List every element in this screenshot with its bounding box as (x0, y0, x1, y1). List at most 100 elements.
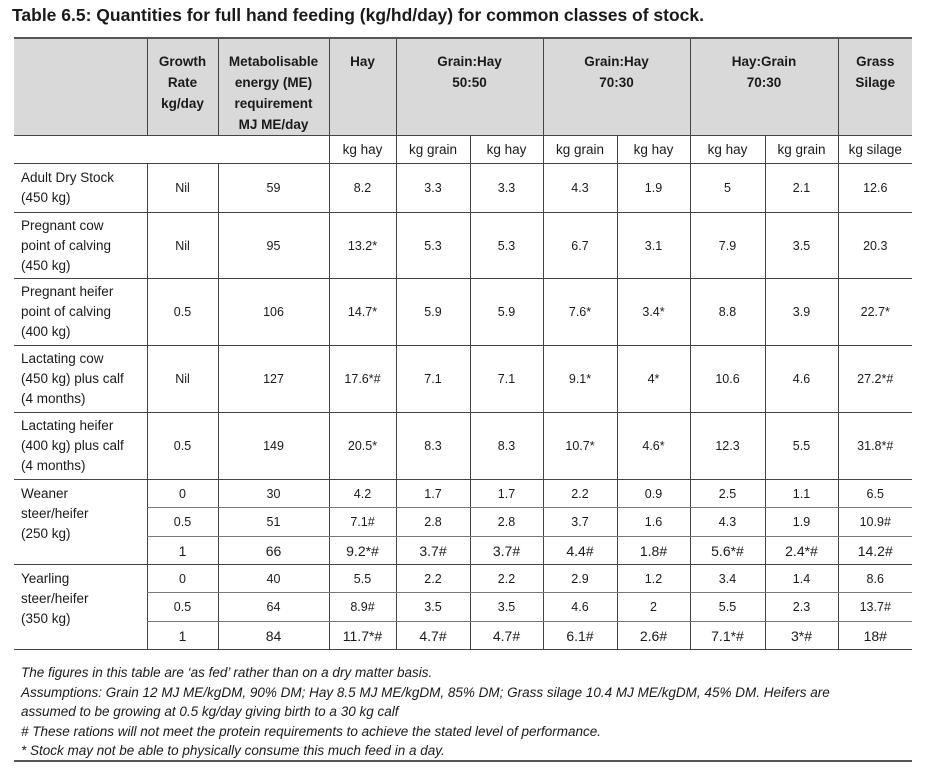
table-row: Lactating heifer (400 kg) plus calf (4 mon… (14, 412, 912, 480)
feeding-table: Growth Rate kg/day Metabolisable energy (ME… (14, 37, 912, 650)
value-cell: 1 (146, 621, 218, 650)
value-cell: 18# (837, 621, 912, 650)
value-cell: 3.5 (395, 592, 470, 622)
row-label: Adult Dry Stock (450 kg) (14, 163, 147, 213)
table-row: 1 84 11.7*# 4.7# 4.7# 6.1# 2.6# 7.1*# 3*# 18# (14, 621, 912, 650)
value-cell: 2.2 (469, 564, 543, 593)
value-cell: 59 (217, 163, 329, 213)
value-cell: 27.2*# (837, 345, 912, 413)
unit-cell: kg hay (328, 135, 396, 164)
value-cell: 0.5 (146, 507, 218, 537)
value-cell: 12.6 (837, 163, 912, 213)
value-cell: 7.1 (469, 345, 543, 413)
value-cell: 12.3 (689, 412, 765, 480)
value-cell: 8.2 (328, 163, 396, 213)
value-cell: 1.7 (395, 479, 470, 508)
value-cell: 3.1 (616, 212, 690, 279)
value-cell: 3.7# (469, 536, 543, 565)
row-label: Yearling steer/heifer (350 kg) (14, 564, 147, 650)
table-row: Yearling steer/heifer (350 kg) 0 40 5.5 2.2 2.2… (14, 564, 912, 650)
value-cell: 3.4 (689, 564, 765, 593)
note-line: * Stock may not be able to physically co… (21, 743, 445, 758)
header-grass-silage: Grass Silage (837, 38, 912, 136)
value-cell: 10.7* (542, 412, 617, 480)
header-me-requirement: Metabolisable energy (ME) requirement MJ ME… (217, 38, 329, 136)
value-cell: 2.5 (689, 479, 765, 508)
value-cell: 1.6 (616, 507, 690, 537)
value-cell: 7.1# (328, 507, 396, 537)
value-cell: 4.3 (689, 507, 765, 537)
header-grain-hay-70-30: Grain:Hay 70:30 (542, 38, 690, 136)
units-blank (218, 135, 329, 164)
note-line: The figures in this table are ‘as fed’ r… (21, 665, 433, 680)
value-cell: 22.7* (837, 278, 912, 346)
value-cell: 3.3 (395, 163, 470, 213)
value-cell: 7.9 (689, 212, 765, 279)
value-cell: 6.7 (542, 212, 617, 279)
table-notes: The figures in this table are ‘as fed’ r… (21, 663, 901, 761)
value-cell: 31.8*# (837, 412, 912, 480)
note-line: assumed to be growing at 0.5 kg/day givi… (21, 704, 399, 719)
value-cell: 1 (146, 536, 218, 565)
value-cell: 13.7# (837, 592, 912, 622)
unit-cell: kg grain (395, 135, 470, 164)
bottom-rule (14, 760, 912, 762)
value-cell: 4.2 (328, 479, 396, 508)
value-cell: 1.8# (616, 536, 690, 565)
value-cell: 3.9 (764, 278, 838, 346)
table-row: Adult Dry Stock (450 kg) Nil 59 8.2 3.3 3.3 4.3… (14, 163, 912, 213)
value-cell: 0 (146, 479, 218, 508)
value-cell: 4.6 (542, 592, 617, 622)
units-blank (14, 135, 147, 164)
value-cell: 2.2 (395, 564, 470, 593)
note-line: # These rations will not meet the protei… (21, 723, 602, 739)
value-cell: 64 (217, 592, 329, 622)
row-label: Pregnant heifer point of calving (400 kg) (14, 278, 147, 346)
value-cell: 1.4 (764, 564, 838, 593)
header-hay: Hay (328, 38, 396, 136)
value-cell: 8.3 (395, 412, 470, 480)
value-cell: 66 (217, 536, 329, 565)
value-cell: 2 (616, 592, 690, 622)
unit-cell: kg silage (837, 135, 912, 164)
value-cell: 1.7 (469, 479, 543, 508)
value-cell: 1.9 (616, 163, 690, 213)
value-cell: 10.6 (689, 345, 765, 413)
value-cell: Nil (146, 345, 218, 413)
value-cell: 2.8 (469, 507, 543, 537)
value-cell: 3.5 (764, 212, 838, 279)
value-cell: 2.4*# (764, 536, 838, 565)
unit-cell: kg grain (764, 135, 838, 164)
note-line: Assumptions: Grain 12 MJ ME/kgDM, 90% DM… (21, 684, 830, 700)
value-cell: 20.5* (328, 412, 396, 480)
value-cell: 30 (217, 479, 329, 508)
value-cell: 7.1*# (689, 621, 765, 650)
value-cell: 8.6 (837, 564, 912, 593)
unit-cell: kg hay (689, 135, 765, 164)
value-cell: 6.1# (542, 621, 617, 650)
value-cell: 3.3 (469, 163, 543, 213)
value-cell: 5 (689, 163, 765, 213)
value-cell: 5.5 (764, 412, 838, 480)
value-cell: 9.1* (542, 345, 617, 413)
table-row: Weaner steer/heifer (250 kg) 0 30 4.2 1.7 1.7 2.… (14, 479, 912, 565)
value-cell: 4.4# (542, 536, 617, 565)
value-cell: 127 (217, 345, 329, 413)
row-label: Weaner steer/heifer (250 kg) (14, 479, 147, 565)
value-cell: Nil (146, 163, 218, 213)
value-cell: 5.9 (469, 278, 543, 346)
value-cell: 6.5 (837, 479, 912, 508)
value-cell: Nil (146, 212, 218, 279)
value-cell: 2.9 (542, 564, 617, 593)
value-cell: 13.2* (328, 212, 396, 279)
value-cell: 0.5 (146, 592, 218, 622)
value-cell: 3.7# (395, 536, 470, 565)
value-cell: 5.5 (689, 592, 765, 622)
value-cell: 4.6* (616, 412, 690, 480)
value-cell: 4.7# (469, 621, 543, 650)
header-hay-grain-70-30: Hay:Grain 70:30 (689, 38, 838, 136)
value-cell: 0.5 (146, 412, 218, 480)
value-cell: 2.1 (764, 163, 838, 213)
value-cell: 2.3 (764, 592, 838, 622)
value-cell: 84 (217, 621, 329, 650)
